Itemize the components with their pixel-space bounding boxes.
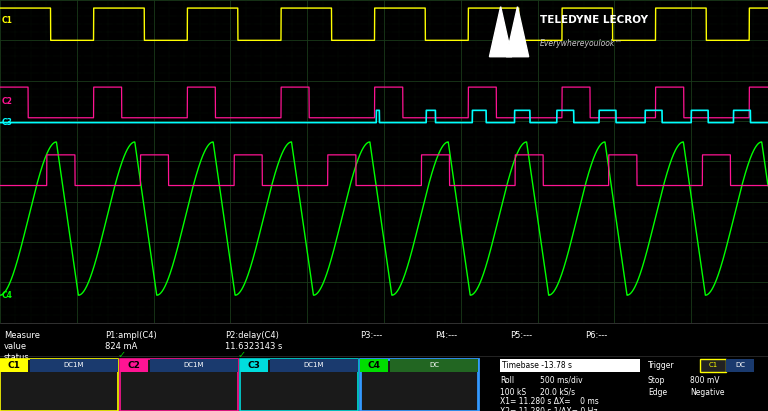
Bar xyxy=(726,359,754,372)
Bar xyxy=(360,359,478,411)
Text: C2: C2 xyxy=(2,97,12,106)
Polygon shape xyxy=(489,7,511,57)
Text: X2= 11.280 s 1/ΔX= 0 Hz: X2= 11.280 s 1/ΔX= 0 Hz xyxy=(500,407,598,411)
Bar xyxy=(270,359,358,372)
Text: 500 ms/div: 500 ms/div xyxy=(540,376,583,385)
Text: C2: C2 xyxy=(127,361,141,370)
Text: P3:---: P3:--- xyxy=(360,331,382,339)
Bar xyxy=(700,359,726,372)
Text: DC1M: DC1M xyxy=(64,363,84,368)
Text: DC1M: DC1M xyxy=(184,363,204,368)
Text: DC: DC xyxy=(735,363,745,368)
Text: -1.940 A ofst: -1.940 A ofst xyxy=(364,389,413,398)
Text: 824 mA: 824 mA xyxy=(105,342,137,351)
Text: Negative: Negative xyxy=(690,388,724,397)
Text: 14.70 V offset: 14.70 V offset xyxy=(4,389,58,398)
Bar xyxy=(360,359,388,372)
Text: Roll: Roll xyxy=(500,376,514,385)
Text: -40.0 V offset: -40.0 V offset xyxy=(244,389,296,398)
Text: P2:delay(C4): P2:delay(C4) xyxy=(225,331,279,339)
Text: C1: C1 xyxy=(8,361,21,370)
Text: 20.0 V/div: 20.0 V/div xyxy=(244,376,283,385)
Text: Everywhereyoulook™: Everywhereyoulook™ xyxy=(540,39,623,48)
Text: ✓: ✓ xyxy=(238,350,246,360)
Text: C3: C3 xyxy=(2,118,12,127)
Text: P1:ampl(C4): P1:ampl(C4) xyxy=(105,331,157,339)
Text: C4: C4 xyxy=(2,291,12,300)
Text: 20.0 V offset: 20.0 V offset xyxy=(124,389,173,398)
Text: 800 mV: 800 mV xyxy=(690,376,720,385)
Text: Measure: Measure xyxy=(4,331,40,339)
Text: ✓: ✓ xyxy=(118,350,126,360)
Text: C4: C4 xyxy=(368,361,380,370)
Bar xyxy=(240,359,268,372)
Text: value: value xyxy=(4,342,27,351)
Text: Trigger: Trigger xyxy=(648,361,674,370)
Text: Timebase -13.78 s: Timebase -13.78 s xyxy=(502,361,572,370)
Bar xyxy=(390,359,478,372)
Text: X1= 11.280 s ΔX=    0 ms: X1= 11.280 s ΔX= 0 ms xyxy=(500,397,599,406)
Bar xyxy=(120,359,238,411)
Text: 100 kS: 100 kS xyxy=(500,388,526,397)
Text: 11.6323143 s: 11.6323143 s xyxy=(225,342,283,351)
Text: 5.00 V/div: 5.00 V/div xyxy=(4,376,43,385)
Bar xyxy=(500,359,640,372)
Bar xyxy=(0,359,28,372)
Text: C3: C3 xyxy=(247,361,260,370)
Text: C1: C1 xyxy=(708,363,717,368)
Text: DC: DC xyxy=(429,363,439,368)
Text: DC1M: DC1M xyxy=(304,363,324,368)
Bar xyxy=(120,359,148,372)
Bar xyxy=(0,359,118,411)
Text: P6:---: P6:--- xyxy=(585,331,607,339)
Text: TELEDYNE LECROY: TELEDYNE LECROY xyxy=(540,16,648,25)
Text: P5:---: P5:--- xyxy=(510,331,532,339)
Text: Stop: Stop xyxy=(648,376,665,385)
Bar xyxy=(150,359,238,372)
Text: 500 mA/div: 500 mA/div xyxy=(364,376,408,385)
Text: status: status xyxy=(4,353,30,362)
Bar xyxy=(240,359,358,411)
Bar xyxy=(30,359,118,372)
Polygon shape xyxy=(506,7,528,57)
Text: Edge: Edge xyxy=(648,388,667,397)
Text: 20.0 V/div: 20.0 V/div xyxy=(124,376,163,385)
Text: 20.0 kS/s: 20.0 kS/s xyxy=(540,388,575,397)
Text: P4:---: P4:--- xyxy=(435,331,457,339)
Text: C1: C1 xyxy=(2,16,12,25)
